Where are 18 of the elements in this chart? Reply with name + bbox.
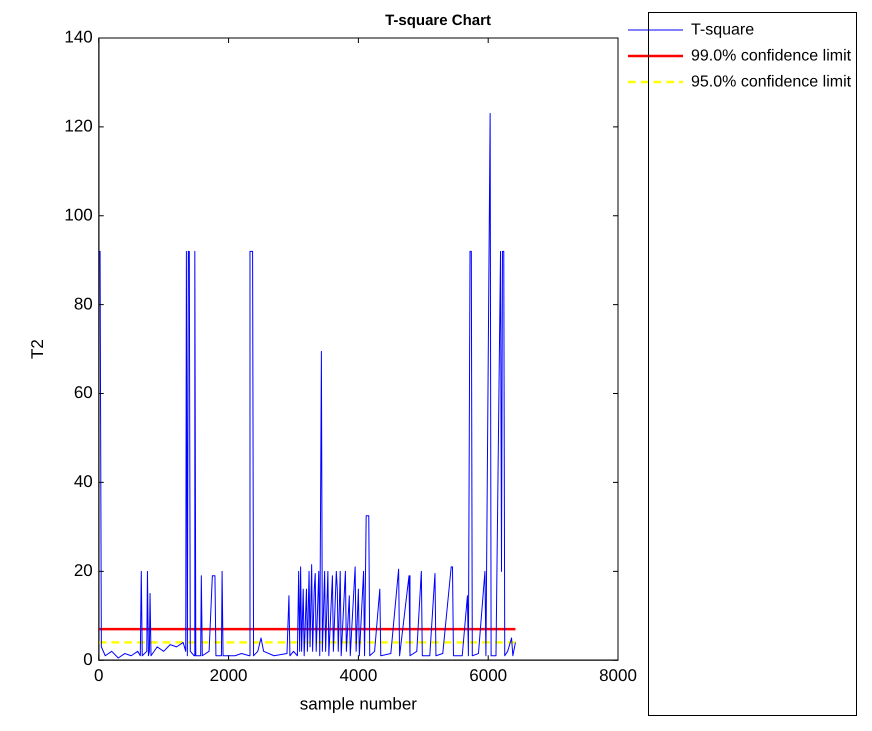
y-axis-title: T2 (28, 339, 47, 360)
legend-label: T-square (691, 21, 754, 38)
y-tick-label: 80 (74, 294, 93, 314)
y-tick-label: 100 (64, 205, 93, 224)
chart-title: T-square Chart (385, 12, 491, 30)
y-tick-label: 40 (74, 472, 93, 492)
y-tick-label: 140 (64, 28, 93, 47)
legend-label: 95.0% confidence limit (691, 73, 852, 90)
x-tick-label: 8000 (599, 666, 637, 686)
x-tick-label: 6000 (469, 666, 508, 686)
y-tick-label: 20 (74, 561, 93, 580)
y-tick-label: 0 (83, 650, 93, 669)
y-tick-label: 120 (64, 116, 93, 136)
legend-label: 99.0% confidence limit (691, 47, 852, 64)
y-tick-label: 60 (74, 383, 93, 402)
x-tick-label: 2000 (210, 666, 248, 686)
x-tick-label: 4000 (339, 666, 378, 686)
x-axis-title: sample number (300, 694, 418, 714)
